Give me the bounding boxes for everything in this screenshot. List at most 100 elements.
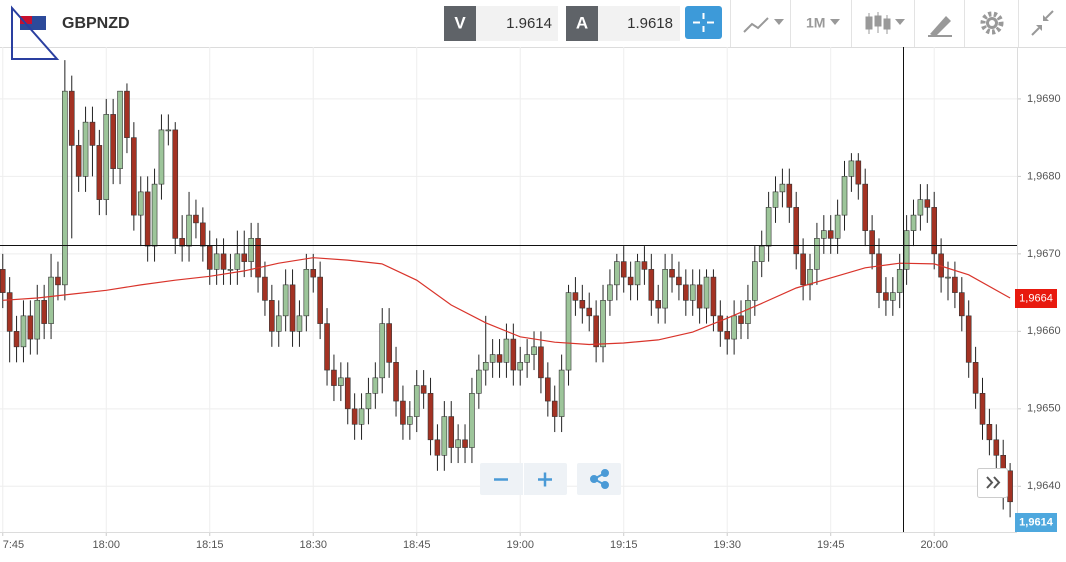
candle-body	[924, 199, 931, 208]
candle-body	[1007, 470, 1013, 503]
last-price-label: 1,9614	[1019, 516, 1054, 528]
candle-body	[476, 369, 482, 394]
candle-body	[634, 261, 641, 286]
ma-price-box	[1015, 289, 1057, 308]
symbol: GBPNZD	[62, 15, 130, 32]
ask-label: A	[576, 13, 588, 32]
scroll-right-button[interactable]	[977, 468, 1008, 498]
candle-body	[179, 238, 185, 247]
candle-body	[538, 346, 544, 379]
candle-body	[420, 385, 427, 394]
candle-body	[193, 214, 199, 224]
flag-icon	[20, 16, 32, 24]
candle-body	[738, 315, 744, 324]
candle-body	[593, 315, 599, 348]
bid-price: 1.9614	[506, 15, 552, 32]
candle-body	[34, 300, 41, 340]
bid-box[interactable]	[476, 6, 558, 41]
candle-body	[103, 114, 110, 200]
collapse-button[interactable]	[1031, 10, 1054, 36]
crosshair-button[interactable]	[685, 6, 722, 39]
triangle-drawing	[11, 5, 60, 60]
x-tick-label: 19:45	[817, 539, 845, 551]
candle-body	[841, 176, 848, 216]
draw-button[interactable]	[928, 16, 952, 37]
candle-body	[344, 377, 351, 410]
candle-body	[220, 253, 227, 270]
candle-body	[158, 129, 165, 185]
zoom-in-button[interactable]	[538, 472, 552, 487]
candle-type-button[interactable]	[865, 12, 905, 34]
candle-body	[372, 377, 379, 394]
candle-body	[137, 191, 144, 216]
y-tick-label: 1,9640	[1027, 480, 1061, 492]
share-button[interactable]	[577, 463, 621, 495]
toolbar: GBPNZD V 1.9614 A 1.9618 1M	[0, 0, 1066, 60]
candle-body	[324, 323, 330, 371]
y-tick-label: 1,9660	[1027, 325, 1061, 337]
ask-label-box[interactable]	[566, 6, 598, 41]
candle-body	[510, 338, 517, 371]
candle-body	[545, 377, 551, 402]
candle-body	[620, 261, 627, 278]
candle-body	[117, 90, 123, 169]
candle-body	[703, 276, 710, 309]
candle-body	[572, 292, 579, 301]
candle-body	[48, 276, 54, 324]
candle-body	[903, 230, 910, 270]
candle-body	[655, 300, 662, 309]
candle-body	[945, 276, 951, 279]
candle-body	[614, 261, 620, 286]
timeframe[interactable]: 1M	[806, 15, 825, 31]
candle-body	[814, 238, 820, 270]
candle-body	[131, 137, 137, 216]
ask-box[interactable]	[598, 6, 680, 41]
candle-body	[855, 160, 862, 185]
candle-body	[282, 284, 289, 317]
candle-body	[448, 416, 455, 448]
candle-body	[124, 90, 130, 138]
candle-body	[965, 315, 972, 363]
candle-body	[696, 284, 703, 309]
candle-body	[848, 160, 855, 177]
candle-body	[393, 362, 399, 402]
candle-body	[890, 292, 896, 301]
candle-body	[910, 214, 917, 231]
ma-price-label: 1,9664	[1019, 292, 1053, 304]
candle-body	[255, 238, 261, 278]
candle-body	[979, 393, 986, 425]
candle-body	[41, 300, 47, 324]
bid-label-box[interactable]	[444, 6, 476, 41]
candle-body	[386, 323, 392, 363]
chart-type-button[interactable]	[743, 17, 784, 33]
moving-average	[2, 257, 1011, 346]
candle-body	[234, 253, 241, 270]
candle-body	[20, 315, 27, 348]
zoom-controls	[480, 463, 621, 495]
candle-body	[972, 362, 979, 394]
candle-body	[6, 292, 13, 332]
candle-body	[517, 362, 524, 371]
candle-body	[13, 331, 20, 348]
y-tick-label: 1,9650	[1027, 403, 1061, 415]
candle-body	[779, 183, 786, 193]
candle-body	[869, 230, 875, 255]
candle-body	[641, 261, 648, 270]
candle-body	[800, 253, 806, 286]
candle-body	[317, 276, 323, 324]
candle-body	[862, 183, 869, 231]
candle-body	[365, 393, 372, 410]
ask-price: 1.9618	[627, 15, 673, 32]
timeframe-caret	[830, 19, 840, 25]
candle-body	[296, 315, 303, 332]
candle-body	[524, 354, 530, 363]
candle-body	[469, 393, 475, 448]
candle-body	[206, 245, 213, 270]
candle-body	[213, 253, 220, 270]
candle-body	[172, 129, 179, 239]
settings-button[interactable]	[980, 11, 1004, 35]
x-tick-label: 19:15	[610, 539, 638, 551]
candle-body	[310, 269, 317, 278]
candle-body	[807, 269, 813, 286]
candle-body	[765, 207, 772, 247]
